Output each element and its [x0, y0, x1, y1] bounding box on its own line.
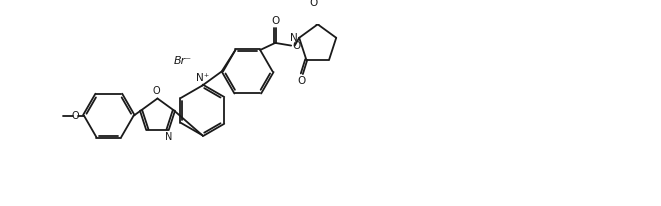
- Text: N: N: [290, 33, 298, 43]
- Text: O: O: [309, 0, 317, 8]
- Text: N: N: [165, 132, 173, 142]
- Text: O: O: [71, 111, 79, 121]
- Text: O: O: [292, 41, 301, 50]
- Text: O: O: [297, 76, 306, 86]
- Text: O: O: [153, 86, 161, 96]
- Text: N⁺: N⁺: [196, 73, 209, 83]
- Text: O: O: [271, 16, 280, 26]
- Text: Br⁻: Br⁻: [174, 56, 192, 66]
